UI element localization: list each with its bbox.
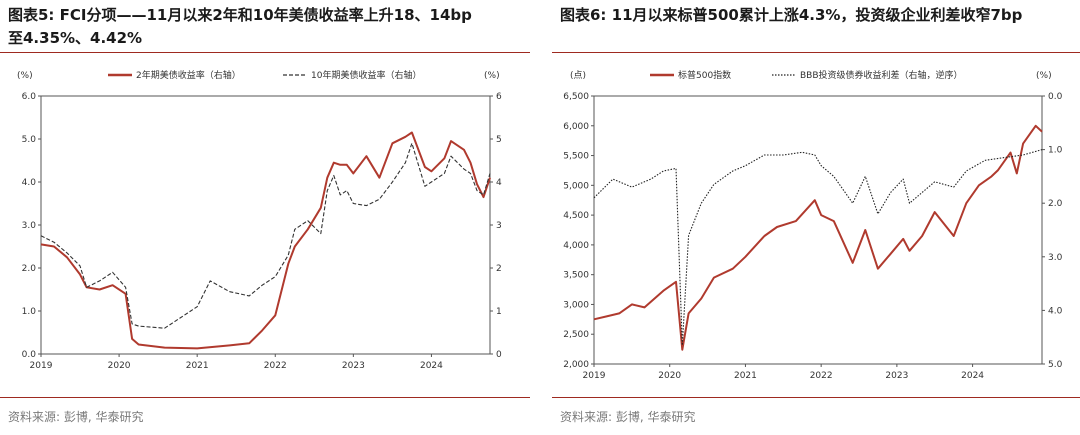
left-tick-label: 3,500 [563, 271, 589, 281]
left-tick-label: 5,000 [563, 181, 589, 191]
right-tick-label: 0 [496, 350, 502, 360]
right-tick-label: 5.0 [1048, 360, 1063, 370]
legend-label-1: 2年期美债收益率（右轴） [136, 69, 241, 81]
series-line-2 [593, 149, 1043, 346]
legend-label-2: 10年期美债收益率（右轴） [311, 69, 421, 81]
left-tick-label: 4,000 [563, 241, 589, 251]
x-tick-label: 2024 [961, 371, 984, 381]
left-tick-label: 6,000 [563, 122, 589, 132]
line-chart-yields: (%) (%) 0.0 1.0 2.0 3.0 4.0 5.0 6.0 0 1 2 3 4 5 6 2019 20… [17, 69, 502, 371]
left-tick-label: 5,500 [563, 152, 589, 162]
legend-label-2: BBB投资级债券收益利差（右轴，逆序） [800, 69, 963, 81]
left-tick-label: 2,500 [563, 330, 589, 340]
line-chart-sp500-spread: (点) (%) 2,000 2,500 3,000 3,500 4,000 4,500 5,00… [563, 69, 1063, 381]
right-tick-label: 0.0 [1048, 92, 1063, 102]
right-tick-label: 2.0 [1048, 199, 1063, 209]
right-axis-unit: (%) [1036, 71, 1052, 81]
left-tick-label: 2.0 [22, 264, 37, 274]
x-tick-label: 2021 [186, 361, 209, 371]
chart-title: 图表5: FCI分项——11月以来2年和10年美债收益率上升18、14bp 至4… [8, 4, 472, 50]
right-tick-label: 1 [496, 307, 502, 317]
right-tick-label: 2 [496, 264, 502, 274]
series-line-1 [40, 131, 491, 350]
left-tick-label: 3.0 [22, 221, 37, 231]
chart-title-line2: 至4.35%、4.42% [8, 29, 143, 47]
left-tick-label: 5.0 [22, 135, 37, 145]
x-tick-label: 2022 [264, 361, 287, 371]
left-tick-label: 6,500 [563, 92, 589, 102]
plot-frame [593, 95, 1043, 365]
x-tick-label: 2019 [30, 361, 53, 371]
x-tick-label: 2019 [583, 371, 606, 381]
legend-label-1: 标普500指数 [678, 69, 731, 81]
chart-title-line1: 图表5: FCI分项——11月以来2年和10年美债收益率上升18、14bp [8, 6, 472, 24]
left-tick-label: 6.0 [22, 92, 37, 102]
series-line-1 [593, 124, 1043, 351]
left-tick-label: 1.0 [22, 307, 37, 317]
chart-panel-right: 图表6: 11月以来标普500累计上涨4.3%，投资级企业利差收窄7bp (点)… [552, 0, 1080, 435]
x-tick-label: 2022 [810, 371, 833, 381]
right-tick-label: 4 [496, 178, 502, 188]
left-tick-label: 4.0 [22, 178, 37, 188]
title-rule [552, 52, 1080, 53]
right-axis-unit: (%) [484, 71, 500, 81]
x-tick-label: 2020 [658, 371, 681, 381]
x-tick-label: 2023 [342, 361, 365, 371]
source-rule [552, 397, 1080, 398]
x-tick-label: 2023 [885, 371, 908, 381]
source-note: 资料来源: 彭博, 华泰研究 [8, 410, 144, 424]
x-tick-label: 2020 [108, 361, 131, 371]
right-tick-label: 6 [496, 92, 502, 102]
chart-title: 图表6: 11月以来标普500累计上涨4.3%，投资级企业利差收窄7bp [560, 4, 1022, 27]
x-tick-label: 2021 [734, 371, 757, 381]
right-tick-label: 1.0 [1048, 146, 1063, 156]
left-tick-label: 3,000 [563, 300, 589, 310]
source-rule [0, 397, 530, 398]
x-tick-label: 2024 [420, 361, 443, 371]
series-line-2 [40, 142, 491, 329]
plot-frame [40, 95, 491, 355]
right-tick-label: 5 [496, 135, 502, 145]
chart-panel-left: 图表5: FCI分项——11月以来2年和10年美债收益率上升18、14bp 至4… [0, 0, 530, 435]
right-tick-label: 4.0 [1048, 306, 1063, 316]
left-tick-label: 2,000 [563, 360, 589, 370]
right-tick-label: 3.0 [1048, 253, 1063, 263]
left-tick-label: 4,500 [563, 211, 589, 221]
title-rule [0, 52, 530, 53]
right-tick-label: 3 [496, 221, 502, 231]
left-tick-label: 0.0 [22, 350, 37, 360]
chart-title-line1: 图表6: 11月以来标普500累计上涨4.3%，投资级企业利差收窄7bp [560, 6, 1023, 24]
source-note: 资料来源: 彭博, 华泰研究 [560, 410, 696, 424]
left-axis-unit: (点) [570, 70, 586, 81]
left-axis-unit: (%) [17, 71, 33, 81]
